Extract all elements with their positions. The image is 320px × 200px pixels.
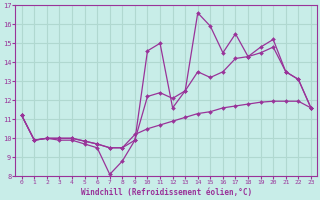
X-axis label: Windchill (Refroidissement éolien,°C): Windchill (Refroidissement éolien,°C) [81,188,252,197]
